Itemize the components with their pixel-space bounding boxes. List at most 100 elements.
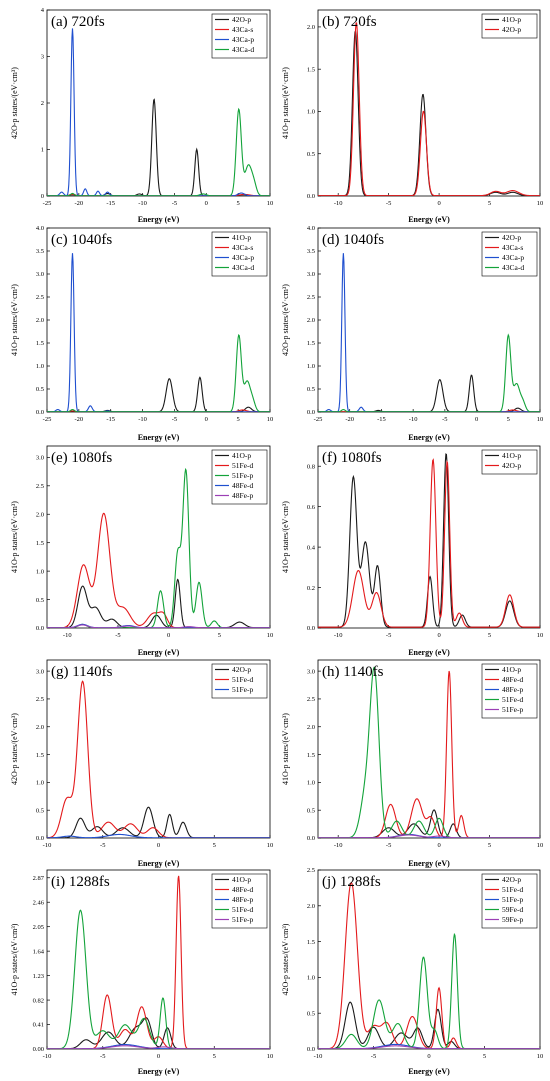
y-tick-label: 0.41: [33, 1022, 44, 1029]
series-line-43Ca-d: [318, 333, 540, 412]
legend-box: [211, 13, 268, 59]
y-tick-label: 0.0: [307, 409, 315, 416]
x-tick-label: 0: [437, 632, 440, 639]
x-tick-label: 10: [267, 632, 274, 639]
legend-entry: 51Fe-d: [232, 461, 253, 470]
legend-entry: 48Fe-d: [232, 885, 253, 894]
legend-entry: 42O-p: [502, 25, 521, 34]
x-tick-label: -10: [43, 842, 52, 849]
y-tick-label: 0.0: [307, 193, 315, 200]
y-tick-label: 2.5: [36, 294, 44, 301]
panel-label: (h) 1140fs: [322, 664, 384, 680]
panel-label: (d) 1040fs: [322, 232, 384, 248]
y-tick-label: 2.5: [307, 294, 315, 301]
x-tick-label: -5: [386, 200, 391, 207]
y-tick-label: 4.0: [307, 225, 315, 232]
legend-entry: 42O-p: [502, 461, 521, 470]
x-tick-label: 5: [218, 632, 221, 639]
y-tick-label: 1.5: [307, 939, 315, 946]
x-axis-label: Energy (eV): [408, 433, 450, 442]
y-tick-label: 0.5: [36, 807, 44, 814]
y-tick-label: 0.00: [33, 1046, 44, 1053]
series-line-59Fe-p: [318, 1045, 540, 1049]
x-tick-label: -15: [377, 416, 386, 423]
y-tick-label: 0.5: [307, 807, 315, 814]
y-tick-label: 0.4: [307, 544, 316, 551]
series-line-51Fe-p: [318, 834, 540, 838]
series-line-42O-p: [318, 458, 540, 628]
legend-entry: 48Fe-p: [232, 895, 253, 904]
y-tick-label: 0.82: [33, 997, 44, 1004]
x-tick-label: -20: [345, 416, 354, 423]
y-tick-label: 1.0: [307, 975, 315, 982]
series-line-42O-p: [318, 22, 540, 196]
legend-entry: 41O-p: [502, 665, 521, 674]
y-tick-label: 2.05: [33, 924, 44, 931]
legend-entry: 43Ca-d: [232, 45, 254, 54]
y-tick-label: 1.0: [36, 568, 44, 575]
x-tick-label: 0: [427, 1053, 430, 1060]
series-line-43Ca-d: [47, 333, 270, 412]
legend-entry: 41O-p: [232, 233, 251, 242]
y-tick-label: 1.0: [307, 780, 315, 787]
y-tick-label: 0.8: [307, 463, 315, 470]
legend-entry: 43Ca-p: [232, 253, 254, 262]
x-tick-label: -5: [100, 842, 105, 849]
chart-panel-i: -10 -5 0 5 10 0.00 0.41 0.82 1.23 1.64 2.05 2.46 2.8…: [10, 869, 273, 1076]
series-line-41O-p: [47, 578, 270, 628]
legend-box: [211, 231, 268, 277]
y-tick-label: 1.5: [307, 752, 315, 759]
y-tick-label: 0.0: [36, 835, 44, 842]
series-line-51Fe-p: [47, 833, 270, 838]
x-axis-label: Energy (eV): [138, 433, 180, 442]
chart-panel-f: -10 -5 0 5 100.00.20.40.60.8(f) 1080fs 41O-p4…: [281, 445, 543, 657]
x-tick-label: -5: [386, 842, 391, 849]
x-axis-label: Energy (eV): [138, 859, 180, 868]
x-tick-label: -15: [106, 200, 115, 207]
x-tick-label: -10: [63, 632, 72, 639]
panel-label: (i) 1288fs: [51, 874, 110, 890]
panel-label: (j) 1288fs: [322, 874, 381, 890]
x-tick-label: 10: [537, 1053, 544, 1060]
x-tick-label: -10: [334, 632, 343, 639]
x-tick-label: 0: [157, 842, 160, 849]
chart-panel-g: -10 -5 0 5 10 0.0 0.5 1.0 1.5 2.0 2.5 3.0 (g) 1140fs…: [10, 659, 273, 868]
y-tick-label: 0.2: [307, 585, 315, 592]
x-tick-label: -20: [75, 200, 84, 207]
x-tick-label: -10: [314, 1053, 323, 1060]
y-tick-label: 0.0: [307, 625, 315, 632]
series-line-48Fe-p: [47, 624, 270, 628]
panel-label: (e) 1080fs: [51, 450, 112, 466]
y-tick-label: 3.0: [307, 668, 315, 675]
legend-box: [481, 449, 538, 475]
legend-entry: 51Fe-d: [232, 905, 253, 914]
y-tick-label: 2.0: [307, 724, 315, 731]
legend-entry: 51Fe-p: [232, 685, 253, 694]
legend-entry: 43Ca-p: [232, 35, 254, 44]
x-tick-label: -25: [43, 416, 52, 423]
legend-entry: 51Fe-p: [502, 895, 523, 904]
panel-label: (f) 1080fs: [322, 450, 382, 466]
y-axis-label: 42O-p states/(eV·cm³): [281, 284, 290, 356]
x-tick-label: 5: [488, 200, 491, 207]
x-tick-label: 5: [488, 632, 491, 639]
x-tick-label: -5: [172, 200, 177, 207]
y-tick-label: 3: [41, 54, 44, 61]
legend-entry: 51Fe-p: [232, 915, 253, 924]
x-tick-label: -10: [138, 200, 147, 207]
y-tick-label: 1.5: [36, 540, 44, 547]
chart-panel-d: -25 -20 -15 -10 -5 0 5 10 0.0 0.5 1.0 1.5 2.0 2.5 3.0 3…: [281, 225, 543, 442]
y-tick-label: 1.5: [36, 340, 44, 347]
y-tick-label: 3.0: [307, 271, 315, 278]
y-tick-label: 2.46: [33, 899, 45, 906]
legend-entry: 43Ca-d: [232, 263, 254, 272]
legend-entry: 43Ca-s: [232, 25, 253, 34]
y-tick-label: 1.0: [307, 109, 315, 116]
y-tick-label: 1.5: [36, 752, 44, 759]
y-tick-label: 1.23: [33, 973, 44, 980]
panel-label: (c) 1040fs: [51, 232, 112, 248]
x-tick-label: 5: [213, 842, 216, 849]
y-tick-label: 1.0: [307, 363, 315, 370]
y-tick-label: 1.5: [307, 340, 315, 347]
